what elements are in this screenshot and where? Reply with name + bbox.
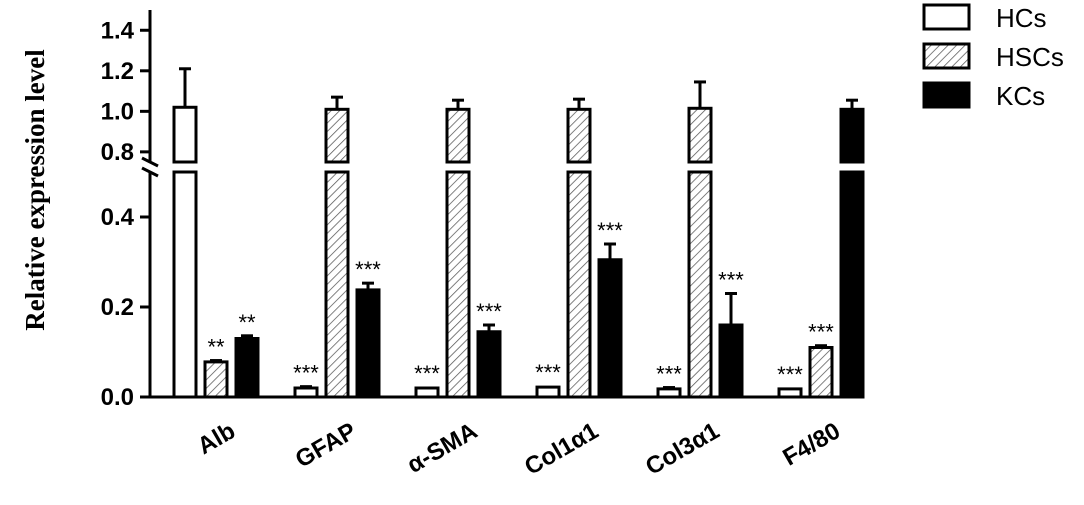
significance-label: ***	[597, 218, 623, 243]
y-axis: 0.0 0.2 0.4 0.8 1.0 1.2 1.4	[101, 10, 860, 411]
bar-HCs	[293, 386, 319, 399]
significance-label: ***	[535, 360, 561, 385]
bar-HSCs	[445, 170, 471, 399]
bar-KCs-upper	[839, 107, 865, 164]
bar-KCs	[476, 330, 502, 399]
legend-swatch-HCs	[922, 3, 971, 31]
legend-swatch-HSCs	[922, 42, 971, 70]
significance-label: **	[207, 335, 225, 360]
bar-HCs	[414, 386, 440, 399]
significance-label: ***	[355, 257, 381, 282]
significance-label: ***	[656, 362, 682, 387]
bar-HSCs	[324, 170, 350, 399]
bar-HSCs-upper	[445, 107, 471, 164]
category-label: α-SMA	[403, 417, 482, 478]
legend: HCs HSCs KCs	[922, 3, 1064, 111]
bar-KCs	[839, 170, 865, 399]
y-tick-label: 1.4	[101, 17, 135, 44]
legend-swatch-KCs	[922, 81, 971, 109]
bar-HCs	[172, 170, 198, 399]
bar-HSCs-upper	[324, 107, 350, 164]
significance-label: ***	[777, 362, 803, 387]
category-label: Col1α1	[520, 417, 603, 480]
y-tick-label: 0.4	[101, 204, 135, 231]
bar-HCs	[535, 385, 561, 399]
legend-label: HSCs	[996, 42, 1064, 72]
y-tick-label: 1.2	[101, 58, 134, 85]
bar-KCs	[597, 258, 623, 399]
bar-HSCs-upper	[566, 107, 592, 164]
y-tick-label: 1.0	[101, 98, 134, 125]
bar-KCs	[355, 288, 381, 399]
axis-break-mark	[141, 166, 159, 178]
bar-KCs	[234, 337, 260, 399]
bar-HCs-upper	[172, 105, 198, 164]
significance-label: ***	[808, 320, 834, 345]
bar-HSCs-upper	[687, 106, 713, 164]
category-label: F4/80	[778, 417, 845, 471]
y-axis-label: Relative expression level	[20, 49, 50, 331]
bars: **********************************	[172, 67, 865, 399]
significance-label: ***	[476, 299, 502, 324]
y-tick-label: 0.0	[101, 384, 134, 411]
bar-HSCs	[808, 346, 834, 399]
significance-label: ***	[718, 268, 744, 293]
bar-KCs	[718, 323, 744, 399]
axis-break-mark	[141, 156, 159, 168]
category-labels: Alb GFAP α-SMA Col1α1 Col3α1 F4/80	[193, 417, 845, 480]
bar-HCs	[777, 387, 803, 399]
significance-label: ***	[414, 361, 440, 386]
category-label: GFAP	[291, 417, 361, 473]
bar-HSCs	[203, 360, 229, 399]
bar-HSCs	[687, 170, 713, 399]
category-label: Alb	[193, 417, 240, 460]
significance-label: ***	[293, 361, 319, 386]
significance-label: **	[238, 310, 256, 335]
y-tick-label: 0.8	[101, 139, 134, 166]
legend-label: HCs	[996, 3, 1047, 33]
y-tick-label: 0.2	[101, 294, 134, 321]
category-label: Col3α1	[641, 417, 724, 480]
bar-HCs	[656, 387, 682, 399]
bar-HSCs	[566, 170, 592, 399]
legend-label: KCs	[996, 81, 1045, 111]
